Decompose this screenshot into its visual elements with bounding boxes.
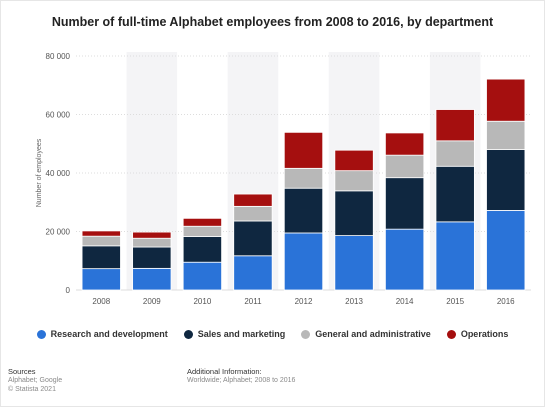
x-tick-label: 2010 — [193, 297, 211, 306]
bar-segment-operations — [132, 231, 172, 239]
bar-segment-research — [132, 267, 172, 291]
x-tick-label: 2008 — [92, 297, 110, 306]
additional-info-label: Additional Information: — [187, 367, 262, 376]
bar-segment-research — [435, 221, 475, 291]
bar-segment-sales — [486, 149, 526, 211]
legend-label-operations: Operations — [460, 329, 509, 339]
copyright-text: © Statista 2021 — [8, 386, 56, 393]
bar-segment-general — [182, 225, 223, 237]
bar-segment-operations — [334, 149, 374, 172]
legend-swatch-operations — [446, 329, 456, 339]
y-tick-label: 80 000 — [46, 52, 71, 61]
sources-block: Sources Alphabet; Google © Statista 2021 — [8, 367, 62, 394]
bar-segment-research — [384, 228, 425, 291]
legend-swatch-sales — [183, 329, 193, 339]
bar-segment-operations — [81, 230, 121, 237]
bar-segment-sales — [384, 177, 425, 230]
y-tick-label: 20 000 — [46, 228, 71, 237]
legend-label-research: Research and development — [50, 329, 168, 339]
y-tick-label: 40 000 — [46, 169, 71, 178]
bar-segment-general — [384, 154, 425, 179]
chart-title: Number of full-time Alphabet employees f… — [51, 15, 494, 29]
y-axis-label: Number of employees — [36, 138, 43, 207]
legend-item-research[interactable]: Research and development — [36, 329, 168, 339]
bar-segment-research — [233, 255, 273, 291]
bar-segment-operations — [182, 217, 223, 227]
bar-segment-research — [283, 232, 324, 291]
y-tick-label: 60 000 — [46, 111, 71, 120]
bar-segment-general — [81, 235, 121, 247]
bar-segment-research — [334, 235, 374, 291]
bar-segment-operations — [233, 193, 273, 207]
bar-segment-general — [283, 167, 324, 189]
x-tick-label: 2011 — [244, 297, 262, 306]
bar-segment-research — [81, 268, 121, 291]
x-tick-label: 2013 — [345, 297, 363, 306]
bar-segment-operations — [283, 131, 324, 169]
bar-segment-sales — [182, 236, 223, 263]
bar-segment-sales — [283, 187, 324, 234]
bar-segment-operations — [384, 132, 425, 156]
x-tick-label: 2012 — [295, 297, 313, 306]
bar-segment-sales — [233, 220, 273, 257]
legend-swatch-general — [301, 329, 311, 339]
bar-segment-operations — [486, 78, 526, 122]
bar-segment-general — [334, 170, 374, 192]
additional-info-block: Additional Information: Worldwide; Alpha… — [187, 367, 295, 385]
bar-segment-operations — [435, 109, 475, 142]
bar-segment-general — [435, 140, 475, 167]
legend-label-sales: Sales and marketing — [197, 329, 286, 339]
stacked-bar-chart: 0 20 000 40 000 60 000 80 000 Number of emplo… — [36, 52, 531, 306]
bar-segment-general — [233, 205, 273, 222]
bar-segment-sales — [81, 245, 121, 270]
legend-item-general[interactable]: General and administrative — [301, 329, 431, 339]
sources-label: Sources — [8, 367, 36, 376]
bar-segment-sales — [334, 190, 374, 236]
bar-segment-sales — [132, 246, 172, 269]
legend-item-sales[interactable]: Sales and marketing — [183, 329, 286, 339]
legend-item-operations[interactable]: Operations — [446, 329, 509, 339]
sources-link[interactable]: Alphabet; Google — [8, 377, 63, 384]
bar-segment-general — [132, 237, 172, 248]
x-tick-label: 2014 — [396, 297, 414, 306]
bar-segment-research — [182, 261, 223, 291]
bar-segment-sales — [435, 165, 475, 223]
x-tick-label: 2016 — [497, 297, 515, 306]
additional-info-text: Worldwide; Alphabet; 2008 to 2016 — [187, 377, 296, 384]
legend-label-general: General and administrative — [315, 329, 431, 339]
bar-segment-general — [486, 120, 526, 151]
x-tick-label: 2015 — [446, 297, 464, 306]
legend-swatch-research — [36, 329, 46, 339]
legend: Research and development Sales and marke… — [1, 329, 544, 339]
y-tick-label: 0 — [66, 286, 71, 295]
bar-segment-research — [486, 210, 526, 291]
x-tick-label: 2009 — [143, 297, 161, 306]
